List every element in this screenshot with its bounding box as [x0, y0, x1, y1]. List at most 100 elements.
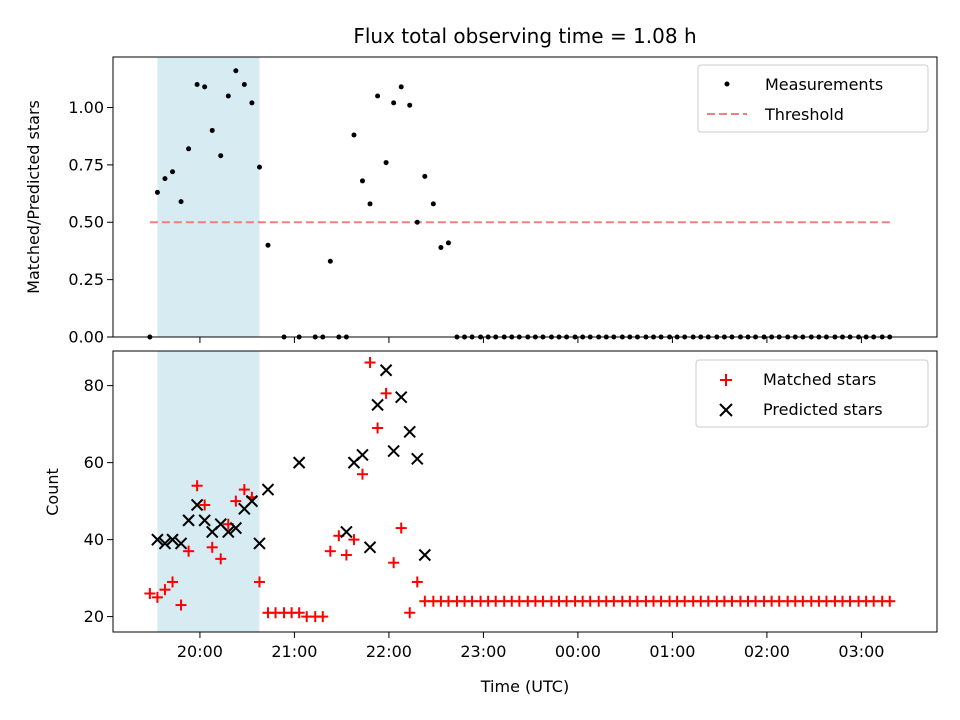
matched-star-point: [238, 484, 250, 496]
matched-star-point: [356, 468, 368, 480]
top-x-axis-ticks: [199, 337, 862, 343]
bottom-y-axis-label: Count: [43, 468, 62, 516]
matched-star-point: [167, 576, 179, 588]
measurement-point: [249, 100, 255, 106]
predicted-star-point: [253, 537, 266, 550]
x-tick-label: 02:00: [744, 642, 790, 661]
chart-title: Flux total observing time = 1.08 h: [353, 24, 696, 48]
measurement-point: [186, 146, 192, 152]
predicted-star-point: [182, 514, 195, 527]
matched-star-point: [175, 599, 187, 611]
measurement-point: [209, 127, 215, 133]
bottom-y-tick-label: 20: [84, 607, 104, 626]
legend-threshold-label: Threshold: [764, 105, 844, 124]
measurement-point: [218, 153, 224, 159]
predicted-star-point: [174, 537, 188, 550]
matched-star-point: [372, 422, 384, 434]
predicted-star-point: [151, 533, 164, 546]
legend-matched-label: Matched stars: [763, 370, 876, 389]
measurement-point: [398, 84, 404, 90]
matched-star-point: [388, 557, 400, 569]
measurement-points: [147, 68, 893, 340]
measurement-point: [383, 160, 389, 166]
matched-star-point: [364, 357, 376, 369]
matched-star-point: [411, 576, 423, 588]
x-tick-label: 03:00: [838, 642, 884, 661]
predicted-star-point: [363, 541, 377, 554]
measurement-point: [154, 189, 160, 195]
matched-star-point: [151, 591, 163, 603]
bottom-y-tick-label: 80: [84, 376, 104, 395]
measurement-point: [241, 82, 247, 88]
measurement-point: [375, 93, 381, 99]
top-y-tick-label: 0.75: [68, 155, 104, 174]
matched-star-point: [317, 611, 329, 623]
predicted-star-point: [166, 533, 179, 546]
predicted-star-point: [229, 521, 243, 535]
measurement-point: [407, 102, 413, 108]
top-y-tick-label: 0.50: [68, 213, 104, 232]
matched-star-point: [340, 549, 352, 561]
x-tick-label: 22:00: [366, 642, 412, 661]
bottom-y-axis-ticks: 20 40 60 80: [84, 376, 113, 626]
x-axis-label: Time (UTC): [480, 677, 569, 696]
matched-star-point: [199, 499, 211, 511]
predicted-stars-points: [151, 364, 432, 562]
matched-star-point: [159, 584, 171, 596]
predicted-star-point: [245, 494, 259, 508]
measurement-point: [202, 84, 208, 90]
measurement-point: [351, 132, 357, 138]
predicted-star-point: [198, 514, 211, 527]
top-legend: Measurements Threshold: [697, 64, 929, 133]
x-tick-label: 21:00: [271, 642, 317, 661]
measurement-point: [178, 199, 184, 205]
x-tick-label: 23:00: [460, 642, 506, 661]
predicted-star-point: [158, 537, 172, 550]
bottom-panel: 20 40 60 80 20:00 21:00 22:00 23:00 00:00 01:00 0…: [43, 350, 938, 696]
matched-star-point: [183, 545, 195, 557]
predicted-star-point: [387, 444, 400, 458]
bottom-panel-frame: [112, 350, 938, 633]
bottom-y-tick-label: 60: [84, 453, 104, 472]
measurement-point: [367, 201, 373, 207]
measurement-point: [327, 258, 333, 264]
matched-star-point: [380, 387, 392, 399]
top-legend-box: [697, 64, 929, 133]
matched-star-point: [215, 553, 227, 565]
legend-matched-marker: [720, 374, 732, 386]
predicted-star-point: [356, 448, 369, 462]
bottom-y-tick-label: 40: [84, 530, 104, 549]
bottom-legend-box: [695, 359, 929, 428]
measurement-point: [233, 68, 239, 74]
bottom-x-axis-ticks: 20:00 21:00 22:00 23:00 00:00 01:00 02:00 03:00: [177, 632, 884, 661]
matched-star-point: [191, 480, 203, 492]
measurement-point: [430, 201, 436, 207]
measurement-point: [162, 176, 168, 182]
predicted-star-point: [411, 452, 424, 465]
matched-star-point: [230, 495, 242, 507]
measurement-point: [265, 242, 271, 248]
bottom-shaded-span: [157, 351, 260, 632]
measurement-point: [359, 178, 365, 184]
measurement-point: [256, 164, 262, 170]
matched-star-point: [253, 576, 265, 588]
matched-star-point: [144, 588, 156, 600]
matched-star-point: [348, 534, 360, 546]
matched-star-point: [293, 607, 305, 619]
measurement-point: [170, 169, 176, 175]
predicted-star-point: [395, 390, 408, 404]
top-y-axis-ticks: 0.00 0.25 0.50 0.75 1.00: [68, 98, 113, 347]
predicted-star-point: [403, 425, 416, 439]
x-tick-label: 01:00: [649, 642, 695, 661]
measurement-point: [414, 219, 420, 225]
predicted-star-point: [340, 525, 353, 539]
predicted-star-point: [379, 364, 393, 377]
predicted-star-point: [371, 398, 384, 412]
top-y-tick-label: 0.25: [68, 270, 104, 289]
predicted-star-point: [418, 548, 432, 562]
measurement-point: [391, 100, 397, 106]
measurement-point: [422, 173, 428, 179]
matched-star-point: [395, 522, 407, 534]
measurement-point: [225, 93, 231, 99]
